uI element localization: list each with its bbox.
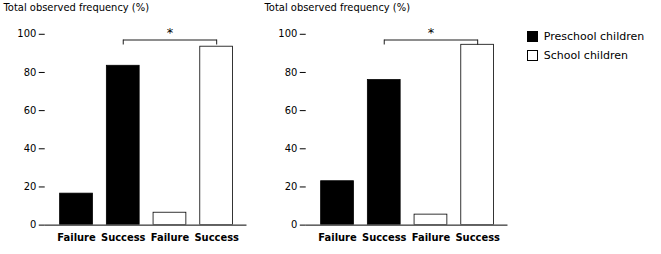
svg-text:Failure: Failure (57, 232, 96, 243)
svg-text:20: 20 (24, 181, 37, 192)
svg-text:40: 40 (24, 143, 37, 154)
svg-text:0: 0 (291, 219, 297, 230)
svg-text:Failure: Failure (151, 232, 190, 243)
svg-text:100: 100 (279, 28, 298, 39)
svg-text:Total observed frequency (%): Total observed frequency (%) (264, 2, 411, 13)
svg-text:0: 0 (30, 219, 36, 230)
svg-text:Success: Success (194, 232, 239, 243)
html-text:School children: School children (543, 49, 628, 62)
svg-text:Failure: Failure (412, 232, 451, 243)
svg-text:60: 60 (24, 105, 37, 116)
svg-text:Total observed frequency (%): Total observed frequency (%) (2, 2, 149, 13)
svg-text:*: * (167, 25, 174, 40)
svg-text:80: 80 (24, 67, 37, 78)
svg-text:Failure: Failure (319, 232, 358, 243)
svg-text:100: 100 (17, 28, 36, 39)
svg-text:40: 40 (285, 143, 298, 154)
html-text:Preschool children: Preschool children (543, 30, 645, 43)
svg-text:20: 20 (285, 181, 298, 192)
svg-text:*: * (428, 25, 435, 40)
svg-text:60: 60 (285, 105, 298, 116)
svg-text:Success: Success (456, 232, 501, 243)
svg-text:80: 80 (285, 67, 298, 78)
svg-text:Success: Success (101, 232, 146, 243)
svg-text:Success: Success (362, 232, 407, 243)
